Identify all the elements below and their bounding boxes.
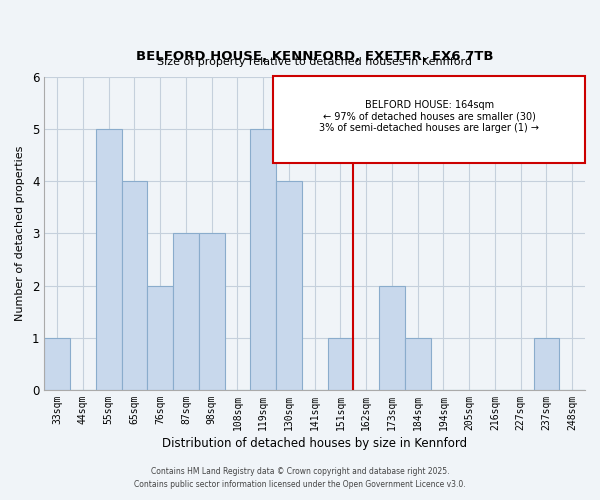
Bar — [44, 338, 70, 390]
Bar — [405, 338, 431, 390]
Bar — [328, 338, 353, 390]
Title: BELFORD HOUSE, KENNFORD, EXETER, EX6 7TB: BELFORD HOUSE, KENNFORD, EXETER, EX6 7TB — [136, 50, 493, 63]
FancyBboxPatch shape — [274, 76, 585, 163]
Bar — [276, 181, 302, 390]
Bar — [533, 338, 559, 390]
Text: Contains HM Land Registry data © Crown copyright and database right 2025.
Contai: Contains HM Land Registry data © Crown c… — [134, 468, 466, 489]
Bar — [122, 181, 147, 390]
X-axis label: Distribution of detached houses by size in Kennford: Distribution of detached houses by size … — [162, 437, 467, 450]
Bar — [173, 234, 199, 390]
Bar — [199, 234, 224, 390]
Bar — [147, 286, 173, 390]
Bar — [379, 286, 405, 390]
Bar — [250, 129, 276, 390]
Text: BELFORD HOUSE: 164sqm
← 97% of detached houses are smaller (30)
3% of semi-detac: BELFORD HOUSE: 164sqm ← 97% of detached … — [319, 100, 539, 133]
Y-axis label: Number of detached properties: Number of detached properties — [15, 146, 25, 321]
Text: Size of property relative to detached houses in Kennford: Size of property relative to detached ho… — [157, 58, 472, 68]
Bar — [96, 129, 122, 390]
